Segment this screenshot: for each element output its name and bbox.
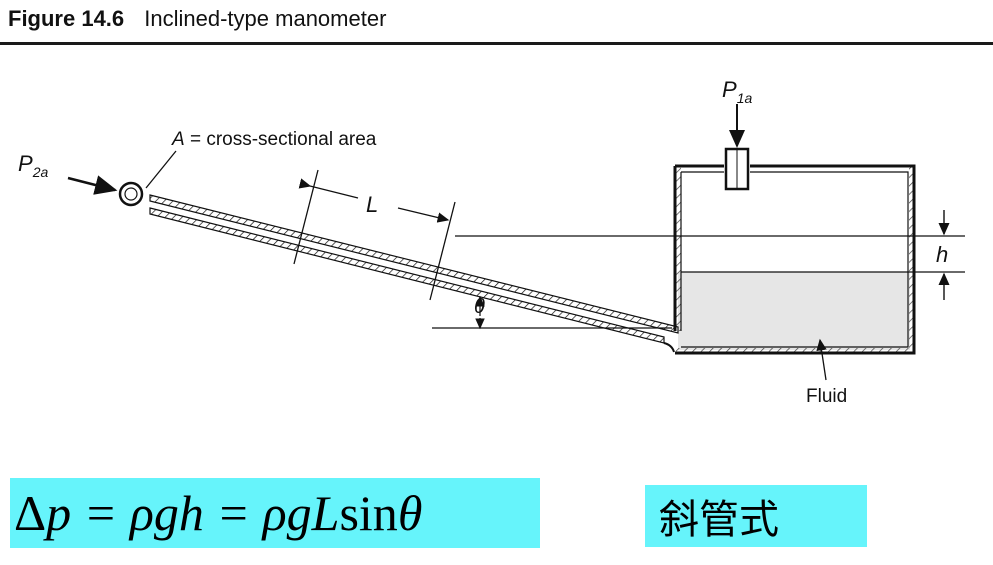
inclined-tube-bend [663,342,675,353]
inclined-tube-wall-top [149,194,679,334]
length-extension-right [429,201,456,301]
length-extension-left [293,169,319,265]
type-label-box: 斜管式 [645,485,867,547]
fluid-leader-line [816,338,827,381]
fluid-label: Fluid [806,386,847,407]
figure-caption: Inclined-type manometer [144,6,387,31]
formula-sin: sin [339,485,398,541]
p2a-label: P2a [18,151,48,180]
p2a-arrow [67,175,118,195]
p1a-label: P1a [722,77,752,106]
manometer-diagram: P2a P1a A = cross-sectional area L θ h F… [18,77,965,407]
tube-inlet-circle-inner [124,187,138,201]
figure-title: Figure 14.6 Inclined-type manometer [8,6,386,32]
reservoir-wall-hatch [676,348,913,353]
area-leader-line [145,150,177,189]
reservoir-fluid [678,272,910,350]
length-dimension-left [298,178,359,199]
area-label: A = cross-sectional area [171,129,377,150]
inclined-tube [149,194,679,353]
figure-number: Figure 14.6 [8,6,125,31]
formula-delta: Δ [14,485,47,541]
reservoir-wall-hatch [909,167,913,352]
formula-body: p = ρgh = ρgL [46,485,340,541]
inclined-tube-wall-bottom [149,207,665,344]
type-label: 斜管式 [659,497,779,543]
title-rule [0,42,993,45]
reservoir-wall-hatch [676,167,681,331]
length-label: L [366,192,378,217]
height-label: h [936,242,948,267]
length-dimension-right [397,207,450,223]
formula-theta: θ [397,485,423,541]
